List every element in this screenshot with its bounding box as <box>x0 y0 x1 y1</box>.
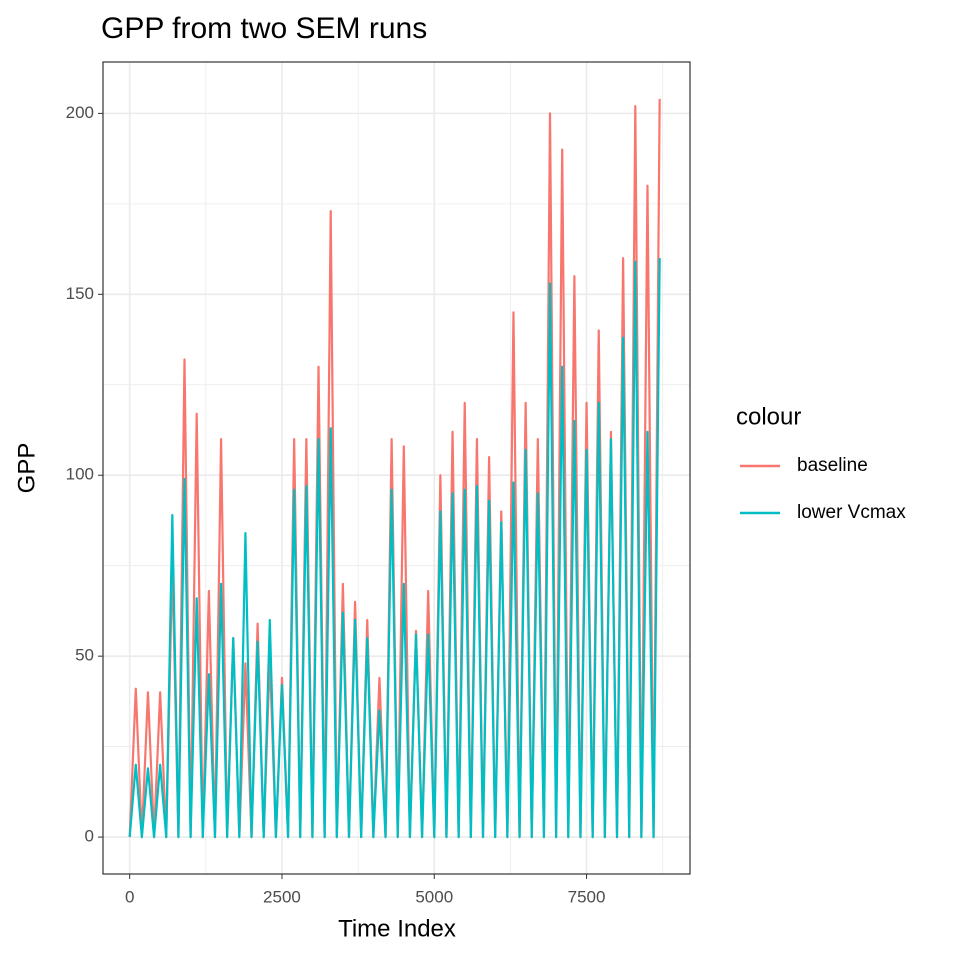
series-line <box>128 98 661 839</box>
panel-border <box>102 61 691 875</box>
y-tick-label: 0 <box>85 827 94 846</box>
series-line <box>128 258 661 839</box>
y-tick-label: 50 <box>75 646 94 665</box>
y-tick-label: 100 <box>66 465 94 484</box>
x-tick-label: 7500 <box>568 887 606 906</box>
x-tick-label: 0 <box>125 887 134 906</box>
chart-title: GPP from two SEM runs <box>101 12 427 45</box>
x-tick-label: 2500 <box>263 887 301 906</box>
y-axis-label: GPP <box>13 443 40 494</box>
y-tick-label: 150 <box>66 284 94 303</box>
x-tick-label: 5000 <box>415 887 453 906</box>
y-tick-label: 200 <box>66 103 94 122</box>
legend-label: lower Vcmax <box>797 502 906 523</box>
x-axis-label: Time Index <box>338 915 456 942</box>
legend-label: baseline <box>797 455 868 476</box>
legend-title: colour <box>736 403 801 430</box>
